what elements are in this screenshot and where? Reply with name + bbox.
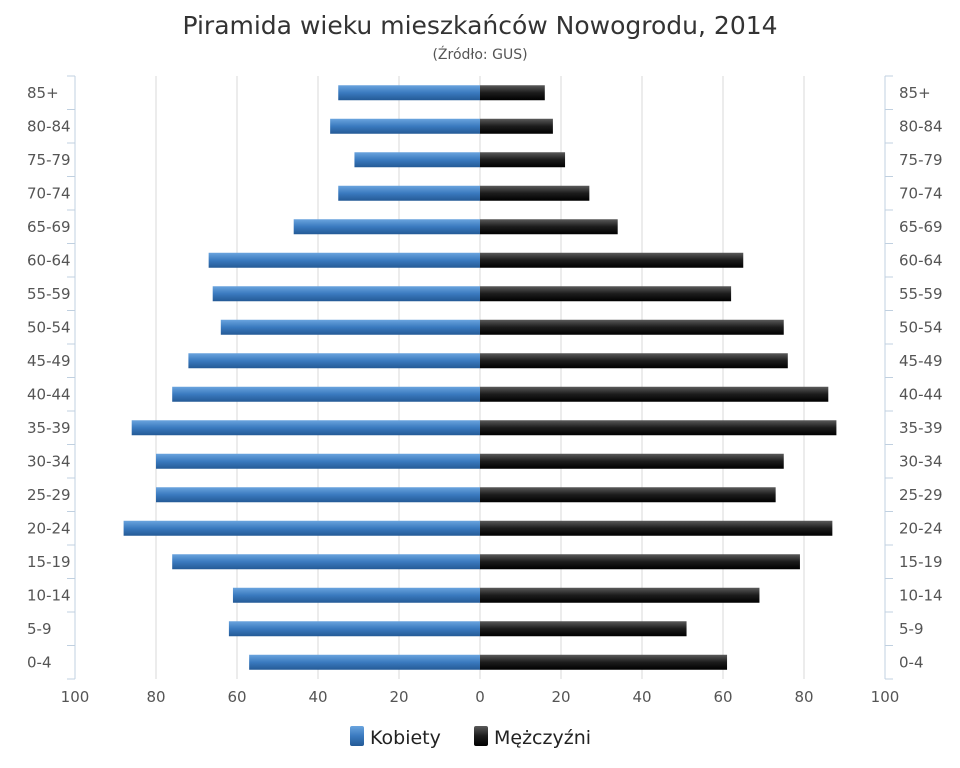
bar-mezczyzni-65-69[interactable] bbox=[480, 219, 618, 235]
x-tick-label: 20 bbox=[551, 688, 570, 706]
category-label-right: 0-4 bbox=[899, 653, 924, 671]
bar-mezczyzni-5-9[interactable] bbox=[480, 621, 687, 637]
category-label-right: 80-84 bbox=[899, 117, 943, 135]
category-label-left: 85+ bbox=[27, 84, 59, 102]
category-label-left: 55-59 bbox=[27, 285, 71, 303]
bar-kobiety-55-59[interactable] bbox=[212, 286, 480, 302]
bar-kobiety-0-4[interactable] bbox=[249, 654, 480, 670]
category-label-left: 20-24 bbox=[27, 519, 71, 537]
chart-subtitle: (Źródło: GUS) bbox=[432, 45, 527, 63]
category-label-left: 0-4 bbox=[27, 653, 52, 671]
category-label-right: 70-74 bbox=[899, 184, 943, 202]
x-tick-label: 60 bbox=[227, 688, 246, 706]
bar-kobiety-75-79[interactable] bbox=[354, 152, 480, 168]
x-tick-label: 80 bbox=[146, 688, 165, 706]
category-label-right: 55-59 bbox=[899, 285, 943, 303]
category-label-left: 10-14 bbox=[27, 586, 71, 604]
category-label-right: 35-39 bbox=[899, 419, 943, 437]
legend-swatch-mezczyzni bbox=[474, 726, 488, 746]
legend-label-mezczyzni: Mężczyźni bbox=[494, 727, 591, 749]
category-label-left: 50-54 bbox=[27, 318, 71, 336]
bar-kobiety-70-74[interactable] bbox=[338, 185, 480, 201]
tick-labels: 100 80 60 40 20 0 20 40 60 80 100 85+ 85+ 80-84 80-84 7… bbox=[27, 84, 943, 706]
bar-kobiety-30-34[interactable] bbox=[156, 453, 480, 469]
axes bbox=[67, 75, 893, 680]
legend: Kobiety Mężczyźni bbox=[350, 726, 591, 749]
category-label-right: 5-9 bbox=[899, 620, 924, 638]
category-label-right: 20-24 bbox=[899, 519, 943, 537]
bar-mezczyzni-50-54[interactable] bbox=[480, 319, 784, 335]
category-label-left: 35-39 bbox=[27, 419, 71, 437]
bar-mezczyzni-15-19[interactable] bbox=[480, 554, 800, 570]
x-tick-label: 100 bbox=[871, 688, 900, 706]
category-label-right: 60-64 bbox=[899, 251, 943, 269]
x-tick-label: 60 bbox=[713, 688, 732, 706]
category-label-left: 45-49 bbox=[27, 352, 71, 370]
bar-mezczyzni-85+[interactable] bbox=[480, 85, 545, 101]
bar-mezczyzni-55-59[interactable] bbox=[480, 286, 732, 302]
bar-mezczyzni-80-84[interactable] bbox=[480, 118, 553, 134]
bar-kobiety-45-49[interactable] bbox=[188, 353, 480, 369]
category-label-left: 80-84 bbox=[27, 117, 71, 135]
bar-mezczyzni-40-44[interactable] bbox=[480, 386, 829, 402]
category-label-right: 15-19 bbox=[899, 553, 943, 571]
category-label-right: 10-14 bbox=[899, 586, 943, 604]
category-label-right: 40-44 bbox=[899, 385, 943, 403]
x-tick-label: 40 bbox=[308, 688, 327, 706]
category-label-right: 75-79 bbox=[899, 151, 943, 169]
category-label-right: 65-69 bbox=[899, 218, 943, 236]
bar-mezczyzni-10-14[interactable] bbox=[480, 587, 760, 603]
bar-kobiety-20-24[interactable] bbox=[123, 520, 480, 536]
category-label-left: 75-79 bbox=[27, 151, 71, 169]
category-label-right: 50-54 bbox=[899, 318, 943, 336]
category-label-left: 60-64 bbox=[27, 251, 71, 269]
bar-kobiety-35-39[interactable] bbox=[131, 420, 480, 436]
category-label-right: 25-29 bbox=[899, 486, 943, 504]
x-tick-label: 80 bbox=[794, 688, 813, 706]
x-tick-label: 100 bbox=[61, 688, 90, 706]
bar-mezczyzni-20-24[interactable] bbox=[480, 520, 833, 536]
bar-kobiety-50-54[interactable] bbox=[220, 319, 481, 335]
legend-label-kobiety: Kobiety bbox=[370, 727, 441, 749]
bar-kobiety-65-69[interactable] bbox=[293, 219, 480, 235]
category-label-left: 70-74 bbox=[27, 184, 71, 202]
bar-mezczyzni-0-4[interactable] bbox=[480, 654, 728, 670]
bar-mezczyzni-60-64[interactable] bbox=[480, 252, 744, 268]
grid-lines bbox=[155, 76, 805, 679]
bar-mezczyzni-45-49[interactable] bbox=[480, 353, 788, 369]
bar-mezczyzni-70-74[interactable] bbox=[480, 185, 590, 201]
category-label-right: 30-34 bbox=[899, 452, 943, 470]
x-tick-label: 20 bbox=[389, 688, 408, 706]
x-tick-label: 0 bbox=[475, 688, 485, 706]
bar-kobiety-15-19[interactable] bbox=[172, 554, 480, 570]
legend-item-mezczyzni[interactable]: Mężczyźni bbox=[474, 726, 591, 749]
category-label-left: 40-44 bbox=[27, 385, 71, 403]
category-label-right: 45-49 bbox=[899, 352, 943, 370]
category-label-left: 15-19 bbox=[27, 553, 71, 571]
bar-kobiety-60-64[interactable] bbox=[208, 252, 480, 268]
category-label-left: 30-34 bbox=[27, 452, 71, 470]
bar-mezczyzni-75-79[interactable] bbox=[480, 152, 566, 168]
category-label-left: 25-29 bbox=[27, 486, 71, 504]
legend-swatch-kobiety bbox=[350, 726, 364, 746]
bar-kobiety-25-29[interactable] bbox=[156, 487, 480, 503]
bar-mezczyzni-30-34[interactable] bbox=[480, 453, 784, 469]
category-label-left: 65-69 bbox=[27, 218, 71, 236]
chart-title: Piramida wieku mieszkańców Nowogrodu, 20… bbox=[182, 11, 777, 40]
bar-kobiety-85+[interactable] bbox=[338, 85, 480, 101]
category-label-left: 5-9 bbox=[27, 620, 52, 638]
bars bbox=[123, 85, 837, 670]
bar-kobiety-40-44[interactable] bbox=[172, 386, 480, 402]
category-label-right: 85+ bbox=[899, 84, 931, 102]
x-tick-label: 40 bbox=[632, 688, 651, 706]
bar-mezczyzni-25-29[interactable] bbox=[480, 487, 776, 503]
bar-kobiety-10-14[interactable] bbox=[232, 587, 480, 603]
legend-item-kobiety[interactable]: Kobiety bbox=[350, 726, 441, 749]
bar-mezczyzni-35-39[interactable] bbox=[480, 420, 837, 436]
bar-kobiety-5-9[interactable] bbox=[228, 621, 480, 637]
bar-kobiety-80-84[interactable] bbox=[330, 118, 480, 134]
